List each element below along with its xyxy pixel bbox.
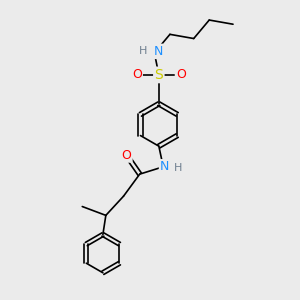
Text: N: N (153, 45, 163, 58)
Text: O: O (176, 68, 186, 81)
Text: O: O (122, 148, 131, 161)
Text: H: H (139, 46, 147, 56)
Text: S: S (154, 68, 163, 82)
Text: N: N (160, 160, 169, 173)
Text: H: H (174, 163, 182, 173)
Text: O: O (132, 68, 142, 81)
